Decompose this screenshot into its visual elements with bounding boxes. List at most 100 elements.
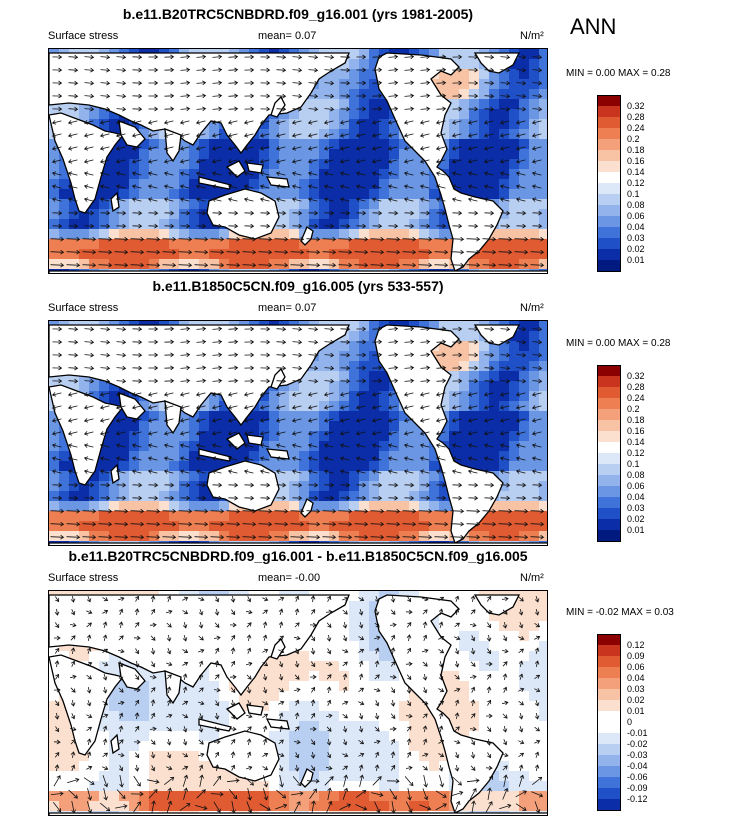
stress-arrow — [149, 622, 157, 628]
field-cell — [339, 451, 350, 462]
field-cell — [49, 701, 60, 712]
stress-arrow — [228, 106, 239, 112]
stress-arrow — [166, 661, 173, 667]
stress-arrow — [68, 80, 79, 86]
field-cell — [359, 601, 370, 612]
stress-arrow — [452, 365, 463, 371]
stress-arrow — [422, 609, 428, 615]
field-cell — [489, 99, 500, 110]
stress-arrow — [323, 443, 334, 448]
field-cell — [159, 169, 170, 180]
stress-arrow — [258, 236, 273, 242]
stress-arrow — [434, 249, 449, 255]
stress-arrow — [66, 521, 81, 527]
field-cell — [59, 791, 70, 802]
field-cell — [479, 371, 490, 382]
field-cell — [159, 671, 170, 682]
field-cell — [539, 129, 547, 140]
stress-arrow — [435, 184, 446, 189]
field-cell — [289, 801, 300, 812]
stress-arrow — [372, 210, 383, 216]
stress-arrow — [451, 469, 462, 474]
stress-arrow — [98, 521, 113, 527]
field-cell — [139, 741, 150, 752]
field-cell — [119, 421, 130, 432]
stress-arrow — [51, 392, 62, 397]
field-cell — [89, 209, 100, 220]
stress-arrow — [102, 700, 108, 706]
field-cell — [449, 711, 460, 722]
field-cell — [339, 199, 350, 210]
stress-arrow — [275, 120, 286, 125]
field-cell — [509, 781, 520, 792]
stress-arrow — [84, 54, 95, 60]
field-cell — [219, 771, 230, 782]
stress-arrow — [53, 687, 61, 693]
field-cell — [399, 511, 410, 522]
field-cell — [409, 731, 420, 742]
field-cell — [319, 179, 330, 190]
field-cell — [299, 801, 310, 812]
field-cell — [249, 691, 260, 702]
field-cell — [99, 119, 110, 130]
stress-arrow — [484, 339, 495, 345]
field-cell — [269, 511, 280, 522]
field-cell — [239, 149, 250, 160]
field-cell — [149, 791, 160, 802]
stress-arrow — [294, 648, 300, 655]
field-cell — [359, 741, 370, 752]
stress-arrow — [162, 249, 177, 255]
stress-arrow — [210, 262, 225, 268]
field-cell — [509, 751, 520, 762]
stress-arrow — [70, 595, 76, 603]
field-cell — [109, 169, 120, 180]
stress-arrow — [116, 80, 127, 86]
stress-arrow — [532, 223, 543, 229]
stress-arrow — [260, 339, 271, 345]
field-cell — [109, 209, 120, 220]
field-cell — [489, 109, 500, 120]
field-cell — [139, 501, 150, 512]
field-cell — [139, 179, 150, 190]
field-cell — [359, 381, 370, 392]
stress-arrow — [450, 521, 465, 527]
field-cell — [509, 681, 520, 692]
field-cell — [169, 761, 180, 772]
field-cell — [279, 239, 290, 250]
field-cell — [539, 219, 547, 230]
field-cell — [109, 701, 120, 712]
field-cell — [529, 471, 540, 482]
stress-arrow — [468, 378, 479, 384]
field-cell — [389, 751, 400, 762]
stress-arrow — [469, 726, 477, 732]
field-cell — [489, 611, 500, 622]
field-cell — [399, 199, 410, 210]
stress-arrow — [500, 67, 511, 73]
field-cell — [59, 711, 70, 722]
field-cell — [519, 331, 530, 342]
field-cell — [89, 521, 100, 532]
stress-arrow — [530, 534, 545, 540]
field-cell — [529, 531, 540, 542]
field-cell — [209, 511, 220, 522]
stress-arrow — [354, 521, 369, 527]
stress-arrow — [52, 495, 63, 501]
field-cell — [459, 641, 470, 652]
field-cell — [409, 791, 420, 802]
stress-arrow — [342, 648, 349, 654]
stress-arrow — [502, 635, 508, 642]
field-cell — [309, 681, 320, 692]
field-cell — [139, 169, 150, 180]
stress-arrow — [322, 236, 337, 242]
field-cell — [489, 621, 500, 632]
stress-arrow — [132, 223, 143, 229]
stress-arrow — [470, 686, 476, 693]
field-cell — [309, 721, 320, 732]
stress-arrow — [148, 210, 159, 216]
field-cell — [529, 691, 540, 702]
field-cell — [119, 139, 130, 150]
stress-arrow — [164, 352, 175, 358]
field-cell — [449, 69, 460, 80]
stress-arrow — [229, 674, 237, 680]
field-cell — [419, 259, 430, 270]
